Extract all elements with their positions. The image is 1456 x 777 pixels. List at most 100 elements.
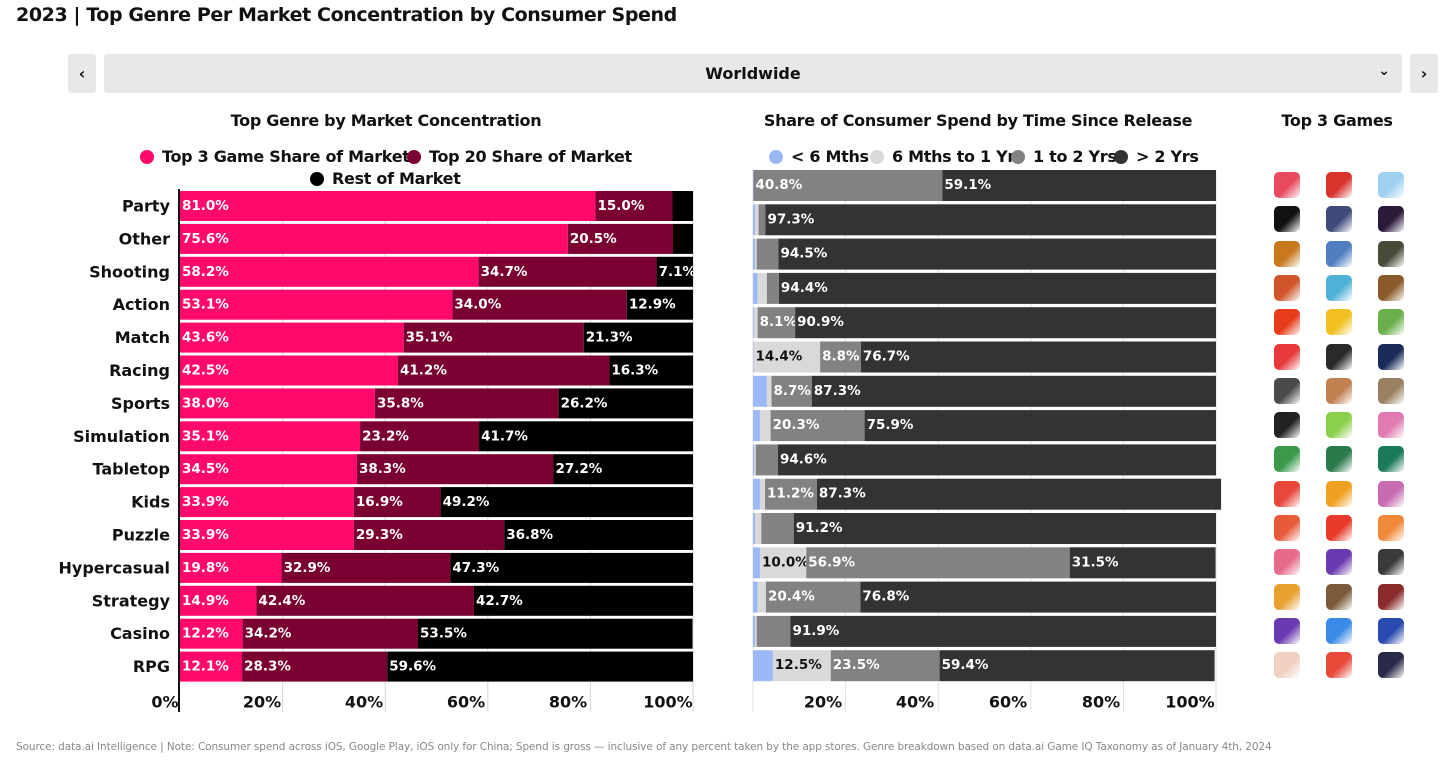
left-bar-segment (553, 454, 693, 485)
game-app-icon[interactable] (1326, 480, 1352, 507)
game-app-icon[interactable] (1274, 172, 1300, 198)
game-app-icon[interactable] (1378, 515, 1404, 541)
right-bar-segment (753, 238, 756, 270)
left-category-label: Kids (131, 493, 170, 512)
left-category-label: Casino (110, 624, 170, 643)
right-data-label: 94.4% (781, 280, 828, 296)
left-x-tick-label: 80% (549, 693, 587, 712)
left-data-label: 41.2% (400, 363, 447, 379)
game-app-icon[interactable] (1326, 343, 1352, 370)
legend-item-rest: Rest of Market (310, 169, 461, 188)
game-app-icon[interactable] (1274, 652, 1300, 679)
game-app-icon[interactable] (1326, 652, 1352, 679)
game-app-icon[interactable] (1274, 549, 1300, 576)
right-bar-segment (753, 170, 943, 201)
game-app-icon[interactable] (1326, 515, 1352, 541)
game-app-icon[interactable] (1378, 240, 1404, 267)
right-data-label: 12.5% (775, 657, 822, 673)
right-data-label: 87.3% (814, 383, 861, 399)
game-app-icon[interactable] (1326, 377, 1352, 404)
game-app-icon[interactable] (1274, 583, 1300, 610)
game-app-icon[interactable] (1274, 274, 1300, 301)
right-bar-segment (778, 444, 1216, 476)
game-app-icon[interactable] (1274, 206, 1300, 233)
left-data-label: 34.5% (182, 461, 229, 477)
game-app-icon[interactable] (1326, 172, 1352, 198)
left-bar-segment (504, 520, 693, 550)
left-bar-segment (595, 191, 673, 221)
game-app-icon[interactable] (1378, 617, 1404, 644)
left-bar-segment (452, 289, 627, 320)
game-app-icon[interactable] (1378, 480, 1404, 507)
next-region-button[interactable]: › (1410, 54, 1438, 93)
left-x-tick-label: 60% (447, 693, 485, 712)
game-app-icon[interactable] (1378, 206, 1404, 233)
game-app-icon[interactable] (1326, 446, 1352, 473)
game-app-icon[interactable] (1378, 549, 1404, 576)
region-dropdown-value: Worldwide (705, 64, 801, 83)
game-app-icon[interactable] (1326, 617, 1352, 644)
right-data-label: 20.3% (773, 417, 820, 433)
game-app-icon[interactable] (1378, 412, 1404, 439)
right-data-label: 11.2% (767, 486, 814, 502)
left-bar-segment (450, 552, 693, 583)
game-app-icon[interactable] (1274, 617, 1300, 644)
game-app-icon[interactable] (1378, 652, 1404, 679)
right-bar-segment (753, 650, 773, 682)
game-app-icon[interactable] (1378, 343, 1404, 370)
game-app-icon[interactable] (1326, 583, 1352, 610)
legend-item-lt6m: < 6 Mths (769, 147, 869, 166)
right-bar-segment (765, 204, 1216, 236)
left-bar-segment (398, 355, 610, 386)
game-app-icon[interactable] (1378, 309, 1404, 336)
game-app-icon[interactable] (1326, 549, 1352, 576)
left-data-label: 26.2% (561, 395, 608, 411)
game-app-icon[interactable] (1326, 240, 1352, 267)
charts-canvas: Party 81.0% 15.0% Other 75.6% 20.5% Shooting 58… (59, 170, 1222, 712)
right-bar-segment (753, 375, 767, 407)
region-dropdown[interactable]: Worldwide ⌄ (104, 54, 1402, 93)
right-data-label: 97.3% (768, 211, 815, 227)
game-app-icon[interactable] (1326, 412, 1352, 439)
game-app-icon[interactable] (1274, 515, 1300, 541)
game-app-icon[interactable] (1274, 377, 1300, 404)
game-app-icon[interactable] (1326, 309, 1352, 336)
right-x-tick-label: 80% (1082, 693, 1120, 712)
game-app-icon[interactable] (1378, 446, 1404, 473)
left-data-label: 35.1% (406, 330, 453, 346)
legend-swatch-lt6m (769, 149, 783, 164)
previous-region-button[interactable]: ‹ (68, 54, 96, 93)
left-bar-segment (374, 388, 559, 419)
left-bar-segment (180, 487, 354, 518)
left-bar-segment (180, 289, 453, 320)
legend-label-6mto1y: 6 Mths to 1 Yr (892, 147, 1015, 166)
game-app-icon[interactable] (1378, 583, 1404, 610)
right-data-label: 59.4% (942, 657, 989, 673)
game-app-icon[interactable] (1326, 274, 1352, 301)
left-category-label: Action (113, 295, 170, 314)
right-bar-segment (753, 444, 755, 476)
left-data-label: 81.0% (182, 198, 229, 214)
left-category-label: Match (115, 328, 170, 347)
right-x-tick-label: 100% (1165, 693, 1214, 712)
left-bar-segment (180, 651, 243, 682)
right-data-label: 20.4% (768, 589, 815, 605)
game-app-icon[interactable] (1274, 240, 1300, 267)
game-app-icon[interactable] (1274, 309, 1300, 336)
game-app-icon[interactable] (1274, 412, 1300, 439)
left-bar-segment (180, 454, 357, 485)
game-app-icon[interactable] (1274, 480, 1300, 507)
game-app-icon[interactable] (1326, 206, 1352, 233)
right-bar-segment (795, 307, 1216, 339)
game-app-icon[interactable] (1274, 446, 1300, 473)
left-data-label: 38.0% (182, 395, 229, 411)
game-app-icon[interactable] (1274, 343, 1300, 370)
game-app-icon[interactable] (1378, 377, 1404, 404)
game-app-icon[interactable] (1378, 172, 1404, 198)
right-bar-segment (753, 513, 756, 544)
right-data-label: 8.1% (760, 314, 798, 330)
legend-item-top3: Top 3 Game Share of Market (140, 147, 410, 166)
left-bar-segment (473, 585, 693, 616)
game-app-icon[interactable] (1378, 274, 1404, 301)
left-data-label: 58.2% (182, 264, 229, 280)
